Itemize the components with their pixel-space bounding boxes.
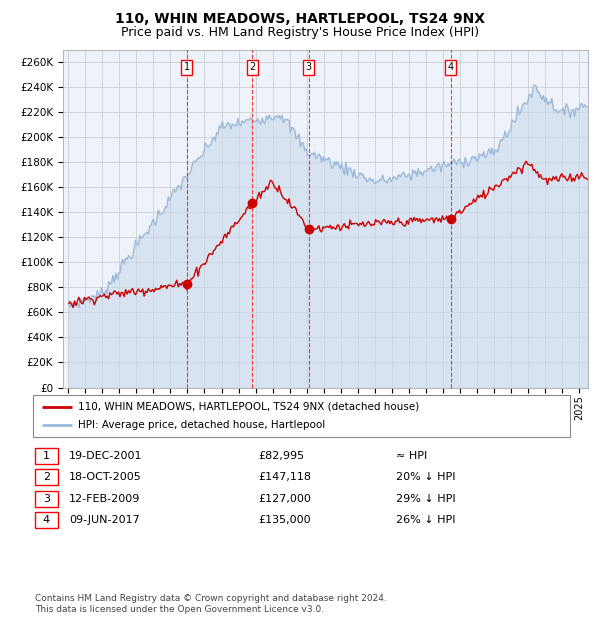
Text: 4: 4 — [43, 515, 50, 525]
Text: £147,118: £147,118 — [258, 472, 311, 482]
Text: Price paid vs. HM Land Registry's House Price Index (HPI): Price paid vs. HM Land Registry's House … — [121, 26, 479, 39]
Text: 110, WHIN MEADOWS, HARTLEPOOL, TS24 9NX (detached house): 110, WHIN MEADOWS, HARTLEPOOL, TS24 9NX … — [78, 402, 419, 412]
Text: 3: 3 — [306, 62, 312, 72]
Text: 1: 1 — [184, 62, 190, 72]
Text: 19-DEC-2001: 19-DEC-2001 — [69, 451, 143, 461]
Text: 2: 2 — [249, 62, 256, 72]
Text: ≈ HPI: ≈ HPI — [396, 451, 427, 461]
Text: 110, WHIN MEADOWS, HARTLEPOOL, TS24 9NX: 110, WHIN MEADOWS, HARTLEPOOL, TS24 9NX — [115, 12, 485, 27]
Text: 20% ↓ HPI: 20% ↓ HPI — [396, 472, 455, 482]
Text: 4: 4 — [448, 62, 454, 72]
Text: 1: 1 — [43, 451, 50, 461]
Text: £82,995: £82,995 — [258, 451, 304, 461]
Text: 12-FEB-2009: 12-FEB-2009 — [69, 494, 140, 504]
Text: 18-OCT-2005: 18-OCT-2005 — [69, 472, 142, 482]
Text: 29% ↓ HPI: 29% ↓ HPI — [396, 494, 455, 504]
Text: 09-JUN-2017: 09-JUN-2017 — [69, 515, 140, 525]
Text: 2: 2 — [43, 472, 50, 482]
Text: £135,000: £135,000 — [258, 515, 311, 525]
Text: HPI: Average price, detached house, Hartlepool: HPI: Average price, detached house, Hart… — [78, 420, 325, 430]
Text: 3: 3 — [43, 494, 50, 504]
Text: £127,000: £127,000 — [258, 494, 311, 504]
Text: 26% ↓ HPI: 26% ↓ HPI — [396, 515, 455, 525]
Text: Contains HM Land Registry data © Crown copyright and database right 2024.
This d: Contains HM Land Registry data © Crown c… — [35, 595, 386, 614]
